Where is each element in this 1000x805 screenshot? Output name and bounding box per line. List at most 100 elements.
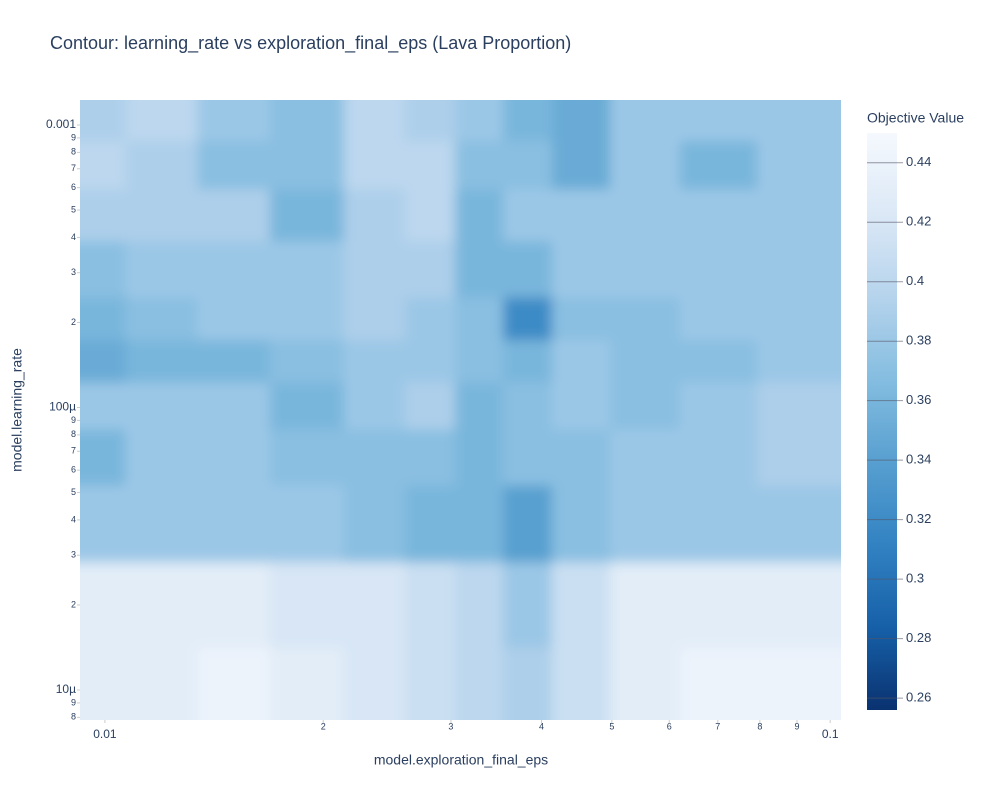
y-tick-label: 4 [71,232,76,242]
colorbar-title: Objective Value [867,110,964,126]
contour-cell [404,100,456,142]
colorbar-tick-label: 0.3 [906,571,924,586]
contour-cell [80,382,127,430]
y-tick-label: 3 [71,267,76,277]
contour-cell [503,562,553,648]
colorbar-tick-label: 0.4 [906,273,924,288]
contour-cell [552,429,611,487]
contour-cell [343,562,406,648]
contour-cell [679,297,758,341]
contour-cell [679,647,758,720]
contour-cell [757,485,841,563]
contour-cell [269,340,345,384]
x-tick-label: 0.1 [822,727,839,741]
contour-cell [80,562,127,648]
x-tick-label: 2 [321,721,326,731]
contour-cell [404,297,456,341]
colorbar-tick-label: 0.36 [906,392,931,407]
contour-cell [503,189,553,242]
contour-cell [552,141,611,190]
contour-cell [757,340,841,384]
contour-cell [552,100,611,142]
contour-cell [757,382,841,430]
y-tick-label: 5 [71,204,76,214]
colorbar-tick-label: 0.32 [906,511,931,526]
contour-cell [80,485,127,563]
contour-cell [552,485,611,563]
contour-cell [343,647,406,720]
contour-cell [404,340,456,384]
contour-cell [269,189,345,242]
contour-cell [503,485,553,563]
contour-cell [552,647,611,720]
colorbar-tick-label: 0.44 [906,154,931,169]
contour-cell [269,382,345,430]
contour-cell [552,562,611,648]
contour-cell [80,340,127,384]
contour-cell [343,297,406,341]
contour-cell [80,189,127,242]
contour-cell [197,562,271,648]
y-tick-label: 9 [71,697,76,707]
colorbar-tick-label: 0.34 [906,452,931,467]
contour-cells [80,100,841,720]
contour-cell [503,241,553,299]
contour-cell [80,141,127,190]
contour-cell [503,647,553,720]
contour-cell [343,340,406,384]
contour-cell [125,241,198,299]
y-tick-label: 9 [71,132,76,142]
contour-cell [343,382,406,430]
contour-cell [610,241,681,299]
contour-cell [455,189,504,242]
contour-cell [269,241,345,299]
contour-cell [679,382,758,430]
contour-cell [757,562,841,648]
contour-cell [552,382,611,430]
y-tick-label: 3 [71,550,76,560]
contour-cell [679,100,758,142]
contour-cell [757,429,841,487]
contour-cell [679,340,758,384]
x-axis-title: model.exploration_final_eps [374,752,548,768]
y-tick-label: 9 [71,415,76,425]
contour-cell [404,485,456,563]
contour-cell [197,241,271,299]
contour-cell [125,189,198,242]
colorbar-tick-label: 0.26 [906,690,931,705]
contour-cell [125,141,198,190]
contour-cell [343,241,406,299]
y-tick-label: 8 [71,712,76,722]
contour-cell [343,429,406,487]
contour-cell [80,297,127,341]
contour-cell [404,562,456,648]
contour-cell [197,647,271,720]
contour-cell [610,340,681,384]
contour-cell [455,485,504,563]
y-tick-label: 100µ [49,400,76,414]
contour-cell [757,100,841,142]
contour-cell [455,340,504,384]
contour-cell [455,100,504,142]
contour-cell [610,100,681,142]
contour-cell [197,485,271,563]
y-tick-label: 8 [71,147,76,157]
contour-cell [552,241,611,299]
contour-cell [197,382,271,430]
contour-cell [455,382,504,430]
contour-cell [679,429,758,487]
contour-cell [197,141,271,190]
contour-cell [404,241,456,299]
y-tick-label: 8 [71,429,76,439]
contour-cell [269,100,345,142]
contour-cell [125,485,198,563]
contour-cell [679,485,758,563]
contour-cell [269,485,345,563]
contour-cell [343,141,406,190]
contour-cell [610,429,681,487]
contour-cell [552,297,611,341]
contour-cell [404,382,456,430]
contour-cell [125,562,198,648]
contour-cell [125,382,198,430]
